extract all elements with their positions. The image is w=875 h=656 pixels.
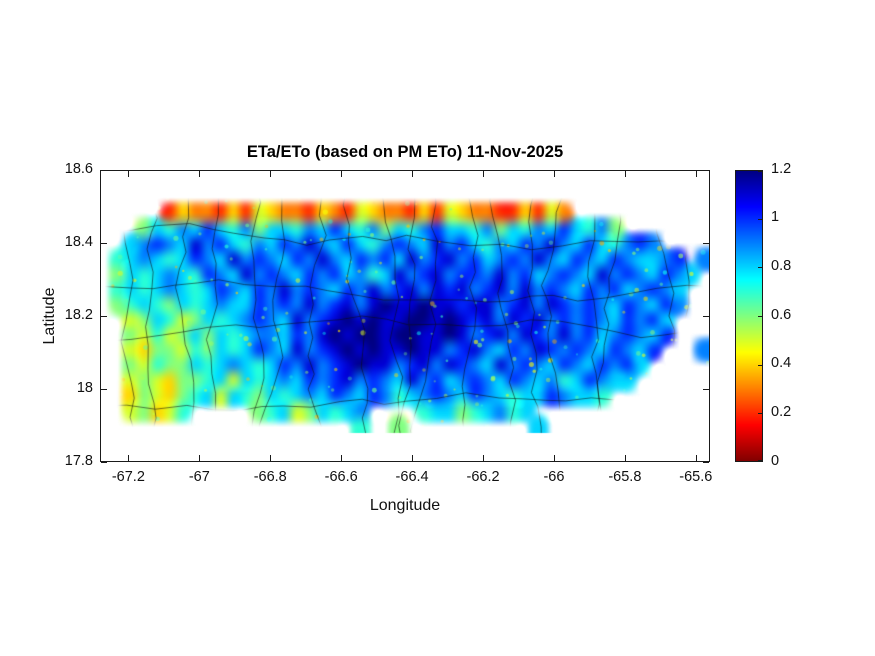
x-tick-label: -67.2 <box>111 469 145 485</box>
colorbar-tick-label: 0.8 <box>771 257 792 274</box>
x-tick-mark <box>199 171 201 177</box>
y-tick-mark <box>101 462 107 463</box>
y-tick-mark <box>703 243 709 244</box>
y-tick-mark <box>703 316 709 317</box>
colorbar-tick-label: 1.2 <box>771 160 792 177</box>
x-tick-label: -66.6 <box>324 469 358 485</box>
y-tick-mark <box>703 170 709 171</box>
chart-title: ETa/ETo (based on PM ETo) 11-Nov-2025 <box>246 143 564 161</box>
x-tick-label: -66.4 <box>395 469 429 485</box>
y-tick-mark <box>101 389 107 390</box>
x-tick-mark <box>412 171 414 177</box>
x-tick-mark <box>412 455 414 461</box>
colorbar-tick-label: 1 <box>771 209 780 226</box>
x-tick-mark <box>624 455 626 461</box>
x-tick-label: -66.2 <box>466 469 500 485</box>
x-tick-mark <box>270 171 272 177</box>
x-tick-mark <box>553 455 555 461</box>
colorbar-tick-label: 0.4 <box>771 355 792 372</box>
colorbar-tick-mark <box>758 316 762 317</box>
y-tick-label: 17.8 <box>64 452 93 469</box>
colorbar-tick-mark <box>758 364 762 366</box>
colorbar-tick-mark <box>758 460 762 461</box>
x-tick-mark <box>483 455 485 461</box>
colorbar-tick-label: 0.2 <box>771 403 792 420</box>
y-tick-label: 18 <box>76 379 93 396</box>
x-tick-label: -66.8 <box>253 469 287 485</box>
colorbar-tick-mark <box>758 171 762 172</box>
x-tick-label: -66 <box>543 469 565 485</box>
colorbar-tick-mark <box>758 267 762 269</box>
colorbar-tick-label: 0 <box>771 452 780 469</box>
y-tick-mark <box>101 316 107 317</box>
y-tick-mark <box>101 170 107 171</box>
x-tick-mark <box>695 455 697 461</box>
x-tick-mark <box>270 455 272 461</box>
y-tick-mark <box>101 243 107 244</box>
y-tick-mark <box>703 462 709 463</box>
y-tick-label: 18.6 <box>64 160 93 177</box>
x-tick-mark <box>624 171 626 177</box>
x-tick-mark <box>483 171 485 177</box>
colorbar-tick-mark <box>758 413 762 415</box>
x-tick-mark <box>128 171 130 177</box>
x-tick-mark <box>695 171 697 177</box>
y-tick-mark <box>703 389 709 390</box>
y-tick-label: 18.4 <box>64 233 93 250</box>
x-tick-label: -65.8 <box>608 469 642 485</box>
x-axis-label: Longitude <box>369 497 441 514</box>
x-tick-mark <box>341 171 343 177</box>
x-tick-label: -67 <box>188 469 210 485</box>
colorbar-tick-label: 0.6 <box>771 306 792 323</box>
x-tick-mark <box>341 455 343 461</box>
heatmap-canvas <box>100 170 710 462</box>
x-tick-mark <box>128 455 130 461</box>
y-tick-label: 18.2 <box>64 306 93 323</box>
x-tick-mark <box>199 455 201 461</box>
x-tick-label: -65.6 <box>679 469 713 485</box>
x-tick-mark <box>553 171 555 177</box>
colorbar-tick-mark <box>758 218 762 220</box>
